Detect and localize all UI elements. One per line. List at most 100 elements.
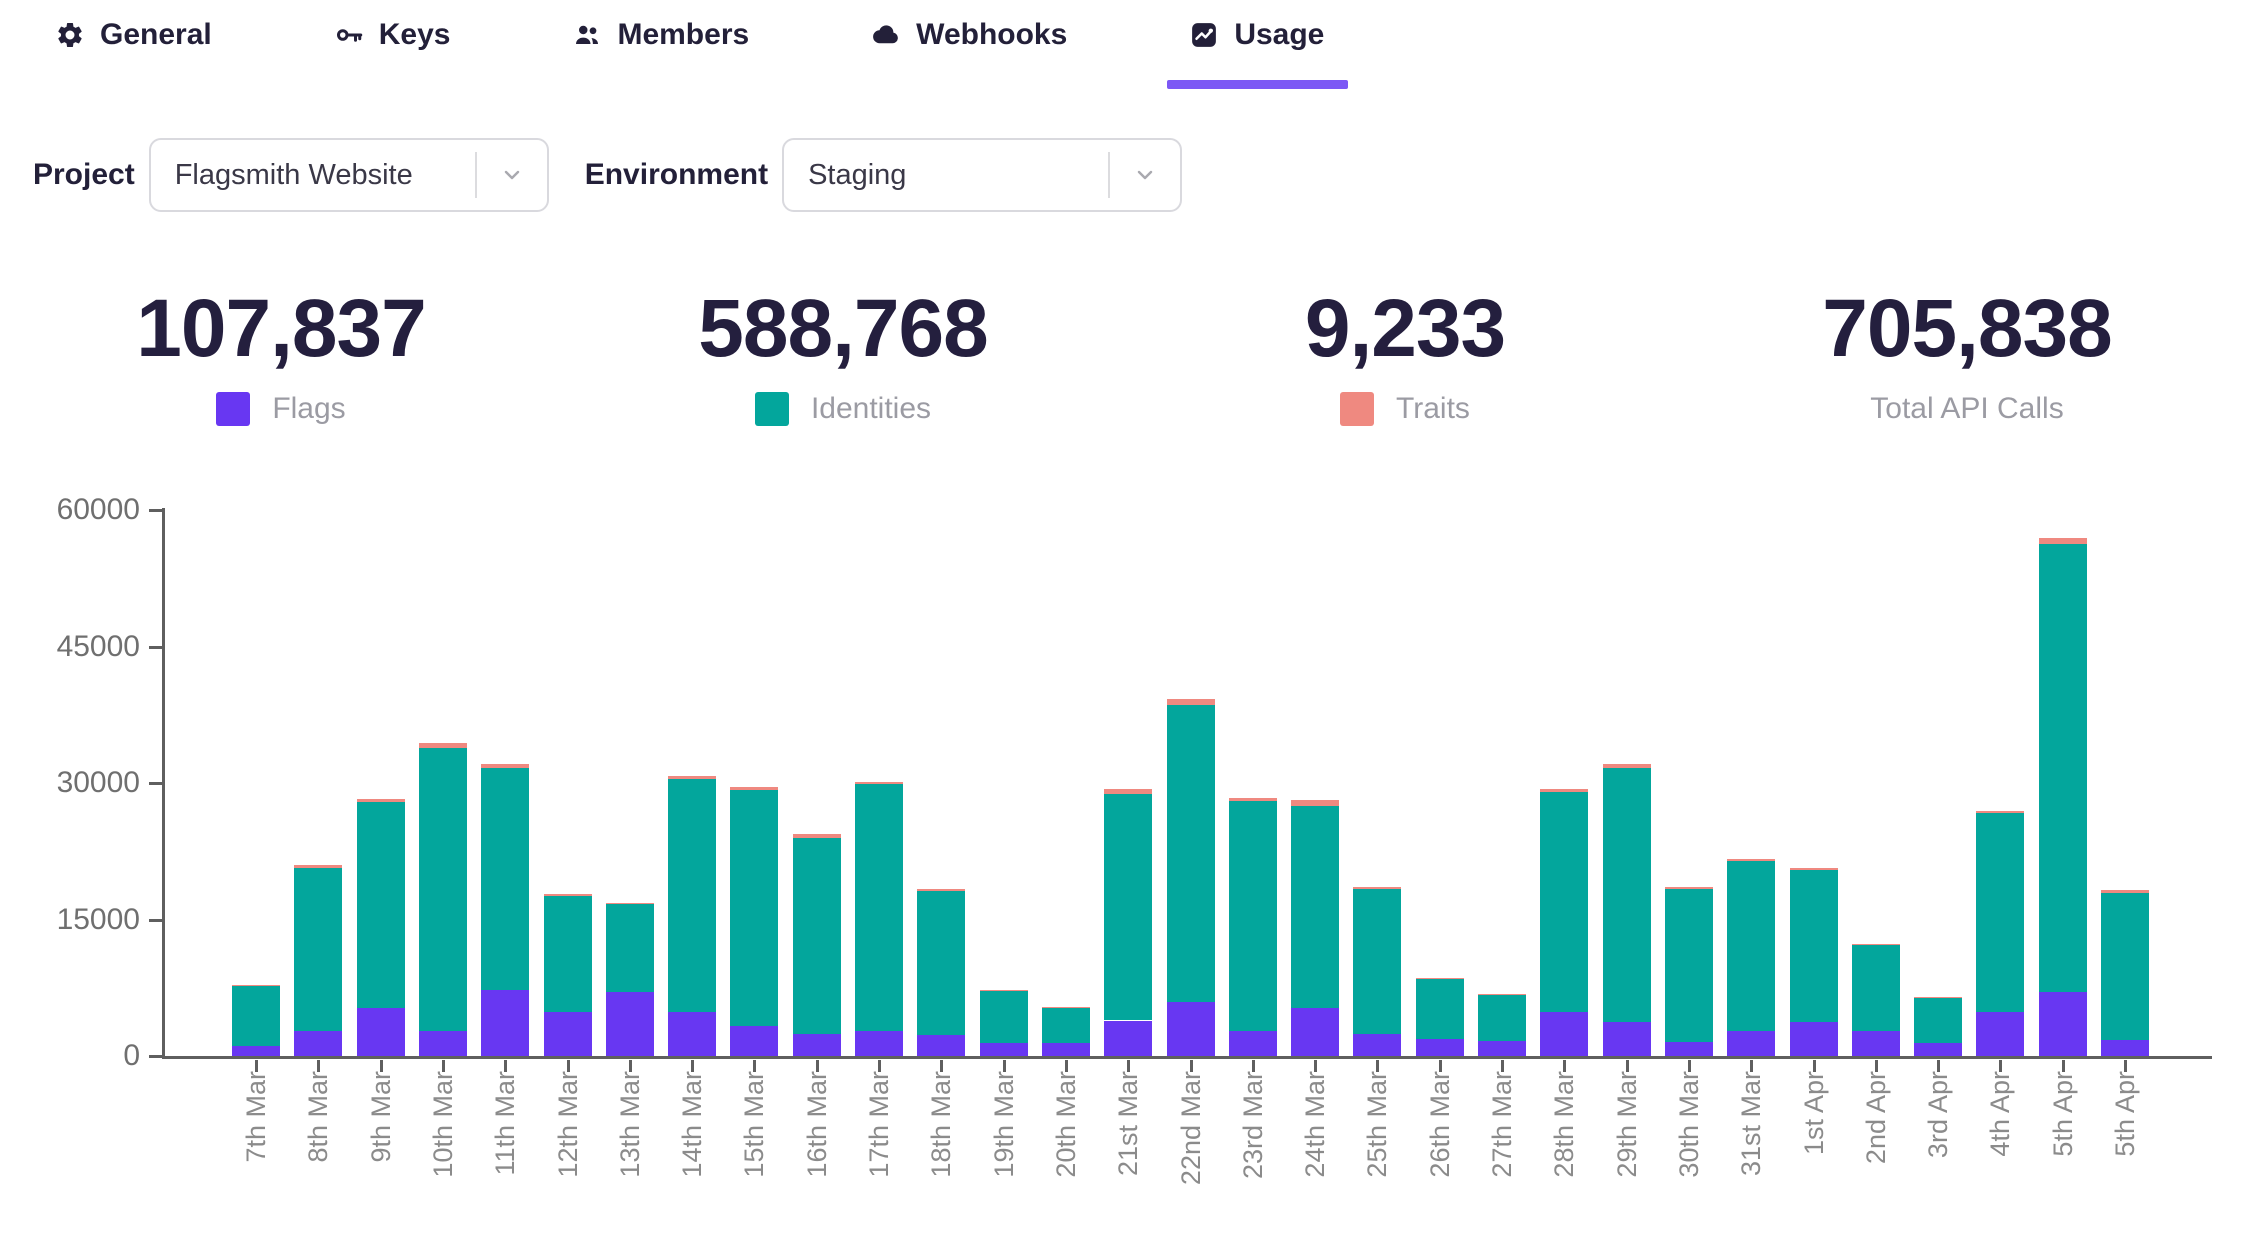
bar-segment-traits-11th-mar [481,764,530,768]
x-axis-tick [1501,1060,1504,1072]
bar-segment-flags-22nd-mar [1166,1002,1215,1056]
identities-legend-label: Identities [810,392,932,425]
x-axis-label: 24th Mar [1300,1071,1331,1178]
bar-segment-flags-31st-mar [1727,1030,1776,1056]
x-axis-tick [441,1060,445,1072]
x-axis-label: 7th Mar [241,1071,271,1163]
bar-segment-flags-28th-mar [1540,1012,1589,1056]
x-axis-label: 1st Apr [1798,1071,1829,1156]
x-axis-tick [317,1060,321,1072]
x-axis-label: 29th Mar [1611,1071,1642,1178]
bar-segment-flags-11th-mar [481,990,530,1056]
bar-segment-traits-20th-mar [1041,1007,1090,1008]
tab-webhooks[interactable]: Webhooks [871,18,1067,56]
select-divider [1108,152,1111,198]
bar-segment-flags-17th-mar [855,1030,903,1056]
x-axis-tick [691,1060,695,1072]
bar-segment-flags-20th-mar [1041,1042,1090,1056]
bar-segment-flags-16th-mar [792,1033,841,1056]
bar-segment-flags-18th-mar [917,1034,966,1056]
x-axis-tick [815,1060,819,1072]
bar-segment-traits-9th-mar [356,798,405,802]
bar-segment-traits-19th-mar [979,990,1028,991]
x-axis-tick [2124,1060,2127,1072]
bar-segment-flags-19th-mar [979,1042,1028,1056]
bar-segment-flags-23rd-mar [1228,1031,1277,1056]
bar-segment-flags-7th-mar [232,1045,280,1056]
tab-members[interactable]: Members [572,18,749,56]
environment-select-value: Staging [808,158,907,191]
y-axis-tick [149,782,162,785]
bar-segment-traits-13th-mar [605,902,654,904]
x-axis-tick [1625,1060,1629,1072]
x-axis-tick [1189,1060,1193,1072]
bar-segment-traits-28th-mar [1540,788,1589,793]
bar-segment-traits-10th-mar [418,742,467,749]
bar-segment-traits-29th-mar [1602,764,1651,768]
y-axis-label: 0 [123,1039,140,1072]
bar-segment-identities-31st-mar [1727,861,1776,1031]
x-axis-label: 18th Mar [926,1071,957,1178]
bar-segment-flags-8th-mar [294,1031,343,1056]
x-axis-tick [2061,1060,2065,1072]
bar-segment-identities-25th-mar [1353,889,1402,1034]
x-axis-label: 25th Mar [1362,1071,1393,1178]
bar-segment-traits-31st-mar [1727,858,1776,862]
bar-segment-flags-25th-mar [1353,1033,1402,1056]
stat-total-api-calls: 705,838 Total API Calls [1686,282,2248,426]
bar-segment-traits-2nd-apr [1851,944,1900,946]
settings-tabs: General Keys Members Webhooks Usage [55,18,1349,89]
bar-segment-identities-5th-apr [2101,892,2149,1040]
tab-keys[interactable]: Keys [334,18,450,56]
tab-general[interactable]: General [55,18,212,56]
x-axis-tick [1687,1060,1691,1072]
bar-segment-traits-16th-mar [792,834,841,838]
tab-usage[interactable]: Usage [1167,18,1349,89]
stat-flags: 107,837 Flags [0,282,562,426]
y-axis-label: 15000 [56,902,140,936]
project-select[interactable]: Flagsmith Website [148,138,549,212]
bar-segment-traits-26th-mar [1415,977,1464,979]
bar-segment-identities-7th-mar [232,986,280,1046]
bar-segment-traits-5th-apr [2101,890,2149,893]
flags-legend-label: Flags [272,392,346,425]
x-axis-line [162,1056,2212,1059]
usage-stats-row: 107,837 Flags 588,768 Identities 9,233 T… [0,282,2248,426]
bar-segment-identities-13th-mar [605,903,654,992]
traits-legend-swatch [1340,392,1375,426]
x-axis-tick [1874,1060,1878,1072]
total-api-calls-label: Total API Calls [1870,392,2064,425]
x-axis-tick [1376,1060,1380,1072]
stat-traits: 9,233 Traits [1124,282,1686,426]
bar-segment-flags-30th-mar [1664,1041,1713,1056]
y-axis-label: 45000 [56,629,140,663]
environment-label: Environment [584,158,769,191]
bar-segment-identities-24th-mar [1291,805,1340,1009]
bar-segment-identities-14th-mar [668,779,717,1013]
x-axis-label: 15th Mar [739,1071,770,1178]
flags-legend-swatch [216,392,251,426]
x-axis-label: 30th Mar [1673,1071,1704,1178]
x-axis-tick [1251,1060,1255,1072]
x-axis-tick [1563,1060,1567,1072]
project-select-value: Flagsmith Website [174,158,413,191]
environment-select[interactable]: Staging [782,138,1183,212]
gear-icon [55,20,85,50]
select-divider [474,152,477,198]
x-axis-tick [1064,1060,1068,1072]
bar-segment-identities-19th-mar [979,990,1028,1043]
key-icon [334,20,364,50]
x-axis-label: 17th Mar [864,1071,894,1178]
x-axis-tick [1750,1060,1754,1072]
bar-segment-flags-29th-mar [1602,1022,1651,1056]
x-axis-label: 23rd Mar [1237,1071,1268,1180]
bar-segment-traits-23rd-mar [1228,798,1277,802]
x-axis-tick [379,1060,383,1072]
x-axis-tick [1438,1060,1442,1072]
bar-segment-flags-12th-mar [543,1012,592,1056]
tab-label: Webhooks [916,18,1068,51]
x-axis-tick [1127,1060,1131,1072]
x-axis-label: 28th Mar [1549,1071,1580,1178]
x-axis-tick [940,1060,944,1072]
